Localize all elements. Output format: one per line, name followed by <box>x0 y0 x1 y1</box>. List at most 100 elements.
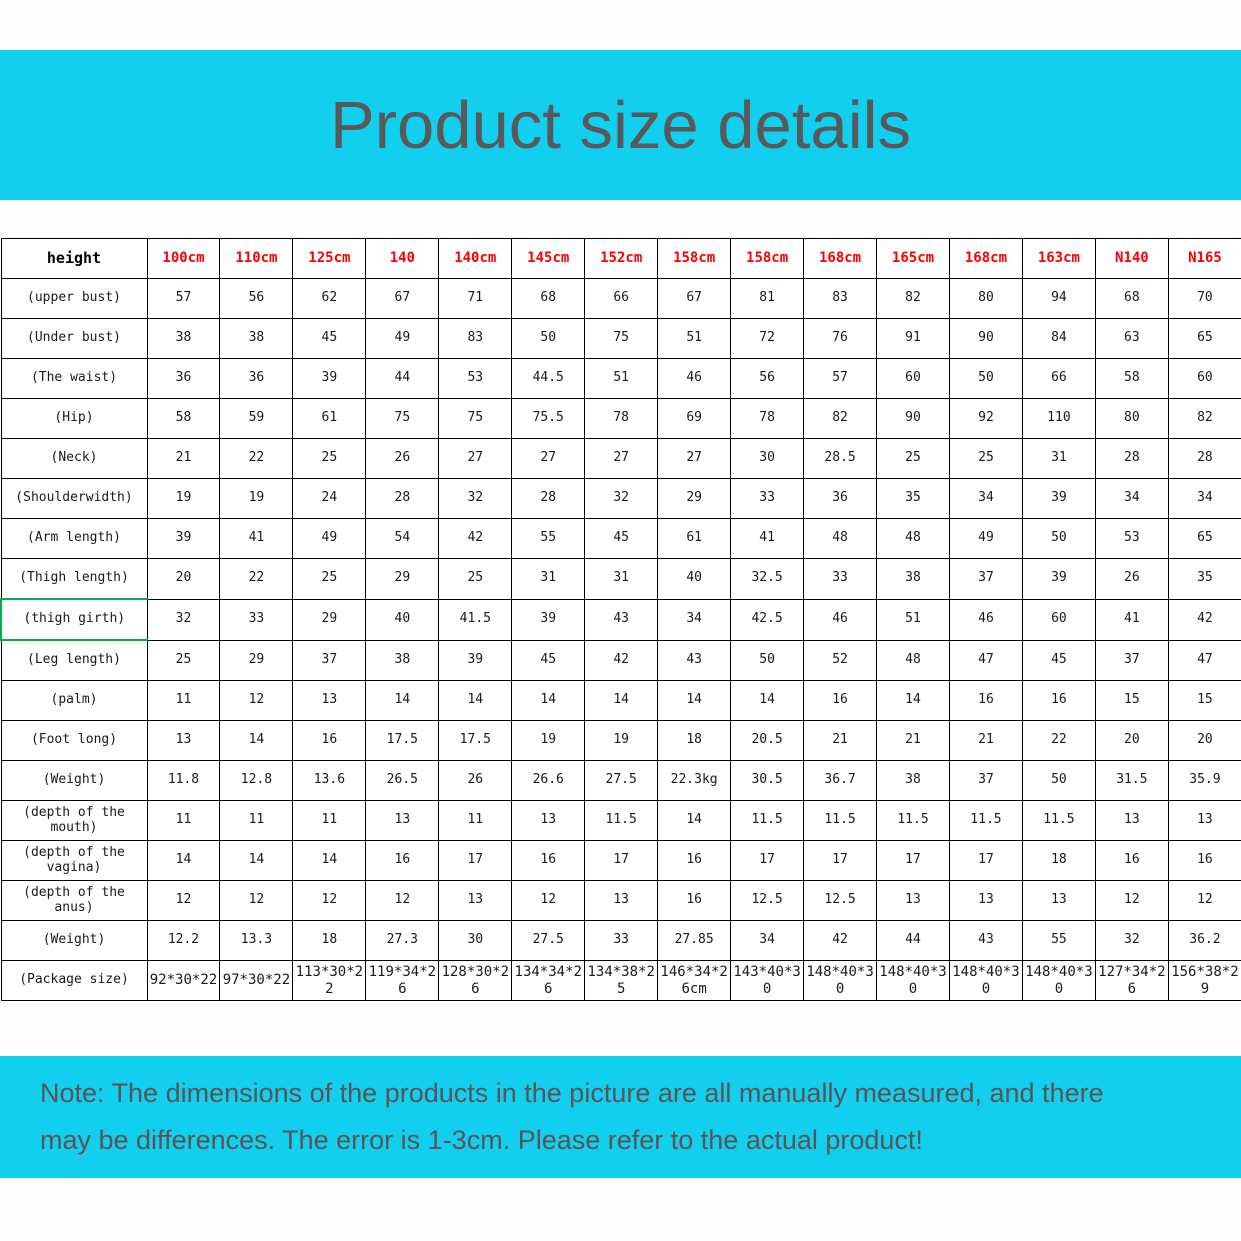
table-row-10: (palm) 11 12 13 14 14 14 14 14 14 16 14 16 16 15 15 <box>0 680 1241 721</box>
table-cell-r4-c9: 28.5 <box>803 438 878 479</box>
table-cell-r12-c1: 12.8 <box>219 760 294 801</box>
table-cell-r4-c6: 27 <box>584 438 659 479</box>
table-cell-r7-c1: 22 <box>219 558 294 600</box>
table-cell-r10-c14: 15 <box>1167 680 1241 721</box>
table-cell-r3-c1: 59 <box>219 398 294 439</box>
table-cell-r6-c6: 45 <box>584 518 659 559</box>
table-cell-r13-c2: 11 <box>292 800 367 841</box>
table-cell-r1-c12: 84 <box>1021 318 1096 359</box>
table-cell-r2-c0: 36 <box>146 358 221 399</box>
table-cell-r11-c11: 21 <box>948 720 1023 761</box>
table-cell-r10-c13: 15 <box>1094 680 1169 721</box>
table-cell-r15-c14: 12 <box>1167 880 1241 921</box>
table-cell-r6-c14: 65 <box>1167 518 1241 559</box>
column-header-7: 158cm <box>657 238 732 279</box>
table-cell-r16-c14: 36.2 <box>1167 920 1241 961</box>
table-cell-r14-c9: 17 <box>803 840 878 881</box>
table-cell-r11-c1: 14 <box>219 720 294 761</box>
table-cell-r5-c10: 35 <box>876 478 950 519</box>
table-cell-r4-c7: 27 <box>657 438 732 479</box>
table-cell-r11-c2: 16 <box>292 720 367 761</box>
table-cell-r13-c8: 11.5 <box>730 800 805 841</box>
table-cell-r5-c2: 24 <box>292 478 367 519</box>
table-cell-r0-c1: 56 <box>219 278 294 319</box>
table-cell-r9-c10: 48 <box>876 639 950 681</box>
table-cell-r10-c9: 16 <box>803 680 878 721</box>
table-cell-r2-c7: 46 <box>657 358 732 399</box>
column-header-2: 125cm <box>292 238 367 279</box>
table-cell-r0-c7: 67 <box>657 278 732 319</box>
table-cell-r4-c1: 22 <box>219 438 294 479</box>
note-line-1: Note: The dimensions of the products in … <box>40 1078 1104 1108</box>
table-cell-r12-c9: 36.7 <box>803 760 878 801</box>
table-cell-r14-c3: 16 <box>365 840 440 881</box>
column-header-11: 168cm <box>948 238 1023 279</box>
table-row-14: (depth of the vagina) 14 14 14 16 17 16 17 16 17 1… <box>0 840 1241 881</box>
table-cell-r13-c11: 11.5 <box>948 800 1023 841</box>
table-cell-r15-c0: 12 <box>146 880 221 921</box>
table-cell-r12-c6: 27.5 <box>584 760 659 801</box>
table-cell-r4-c4: 27 <box>438 438 513 479</box>
table-cell-r8-c3: 40 <box>365 598 440 641</box>
table-cell-r1-c8: 72 <box>730 318 805 359</box>
table-cell-r3-c2: 61 <box>292 398 367 439</box>
table-cell-r6-c12: 50 <box>1021 518 1096 559</box>
column-header-14: N165 <box>1167 238 1241 279</box>
column-header-12: 163cm <box>1021 238 1096 279</box>
table-cell-r1-c0: 38 <box>146 318 221 359</box>
column-header-0: 100cm <box>146 238 221 279</box>
table-body: (upper bust) 57 56 62 67 71 68 66 67 81 83 82 80 94 68… <box>0 278 1241 1001</box>
table-cell-r16-c4: 30 <box>438 920 513 961</box>
table-cell-r10-c0: 11 <box>146 680 221 721</box>
table-cell-r13-c13: 13 <box>1094 800 1169 841</box>
table-cell-r4-c8: 30 <box>730 438 805 479</box>
table-cell-r9-c8: 50 <box>730 639 805 681</box>
table-cell-r8-c0: 32 <box>146 598 221 641</box>
table-cell-r3-c4: 75 <box>438 398 513 439</box>
table-cell-r3-c0: 58 <box>146 398 221 439</box>
note-line-2: may be differences. The error is 1-3cm. … <box>40 1125 923 1155</box>
table-cell-r4-c12: 31 <box>1021 438 1096 479</box>
table-cell-r15-c11: 13 <box>948 880 1023 921</box>
table-cell-r0-c13: 68 <box>1094 278 1169 319</box>
table-cell-r12-c13: 31.5 <box>1094 760 1169 801</box>
table-cell-r9-c6: 42 <box>584 639 659 681</box>
table-cell-r11-c7: 18 <box>657 720 732 761</box>
table-cell-r16-c6: 33 <box>584 920 659 961</box>
table-cell-r13-c6: 11.5 <box>584 800 659 841</box>
table-cell-r8-c7: 34 <box>657 598 732 641</box>
table-cell-r10-c11: 16 <box>948 680 1023 721</box>
table-cell-r13-c4: 11 <box>438 800 513 841</box>
table-cell-r0-c9: 83 <box>803 278 878 319</box>
table-cell-r1-c3: 49 <box>365 318 440 359</box>
table-cell-r17-c1: 97*30*22 <box>219 960 294 1001</box>
table-cell-r13-c14: 13 <box>1167 800 1241 841</box>
row-label-5: (Shoulderwidth) <box>0 478 148 519</box>
table-cell-r1-c11: 90 <box>948 318 1023 359</box>
table-cell-r7-c4: 25 <box>438 558 513 600</box>
table-cell-r9-c5: 45 <box>511 639 586 681</box>
table-cell-r3-c8: 78 <box>730 398 805 439</box>
table-cell-r11-c9: 21 <box>803 720 878 761</box>
table-cell-r6-c11: 49 <box>948 518 1023 559</box>
table-cell-r0-c5: 68 <box>511 278 586 319</box>
table-cell-r17-c7: 146*34*26cm <box>657 960 732 1001</box>
table-cell-r17-c0: 92*30*22 <box>146 960 221 1001</box>
table-cell-r17-c5: 134*34*26 <box>511 960 586 1001</box>
row-label-1: (Under bust) <box>0 318 148 359</box>
table-cell-r2-c2: 39 <box>292 358 367 399</box>
table-cell-r10-c8: 14 <box>730 680 805 721</box>
column-header-4: 140cm <box>438 238 513 279</box>
table-cell-r0-c12: 94 <box>1021 278 1096 319</box>
table-cell-r7-c13: 26 <box>1094 558 1169 600</box>
table-cell-r11-c12: 22 <box>1021 720 1096 761</box>
table-cell-r11-c4: 17.5 <box>438 720 513 761</box>
table-cell-r16-c2: 18 <box>292 920 367 961</box>
row-label-10: (palm) <box>0 680 148 721</box>
table-cell-r16-c8: 34 <box>730 920 805 961</box>
table-cell-r1-c6: 75 <box>584 318 659 359</box>
row-label-9: (Leg length) <box>0 639 148 681</box>
table-cell-r2-c10: 60 <box>876 358 950 399</box>
table-cell-r17-c14: 156*38*29 <box>1167 960 1241 1001</box>
table-cell-r2-c1: 36 <box>219 358 294 399</box>
